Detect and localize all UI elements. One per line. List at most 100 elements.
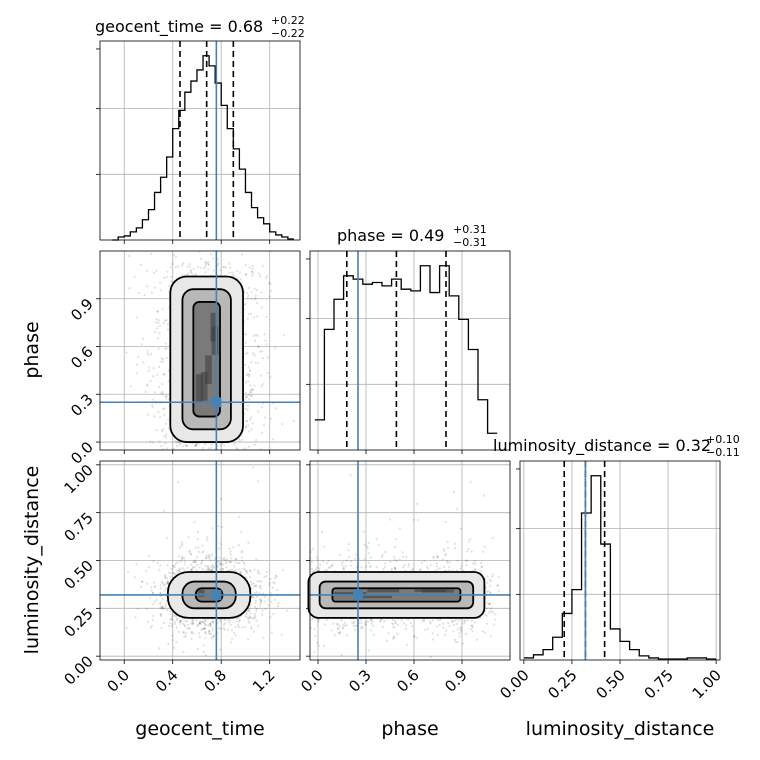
scatter-point — [246, 292, 249, 295]
scatter-point — [467, 540, 470, 543]
scatter-point — [178, 546, 181, 549]
scatter-point — [268, 581, 271, 585]
scatter-point — [224, 562, 227, 565]
scatter-point — [264, 607, 267, 610]
scatter-point — [168, 284, 171, 287]
scatter-point — [212, 269, 215, 272]
scatter-point — [274, 577, 277, 580]
scatter-point — [394, 545, 397, 549]
scatter-point — [426, 627, 429, 631]
scatter-point — [203, 627, 206, 630]
xtick-label-luminosity_distance: 0.75 — [641, 666, 677, 702]
scatter-point — [261, 383, 264, 386]
scatter-point — [211, 257, 215, 260]
scatter-point — [193, 566, 196, 569]
scatter-point — [249, 384, 252, 387]
scatter-point — [199, 266, 202, 269]
scatter-point — [391, 622, 394, 625]
scatter-point — [341, 563, 344, 566]
scatter-point — [339, 553, 342, 557]
scatter-point — [248, 398, 251, 401]
scatter-point — [165, 395, 168, 398]
scatter-point — [251, 395, 254, 398]
scatter-point — [163, 276, 166, 279]
scatter-point — [277, 601, 280, 605]
scatter-point — [253, 384, 256, 387]
scatter-point — [233, 442, 236, 445]
scatter-point — [196, 265, 199, 268]
scatter-point — [425, 565, 429, 568]
scatter-point — [232, 546, 235, 549]
scatter-point — [243, 568, 246, 571]
title-luminosity-distance-minus: −0.11 — [706, 446, 740, 459]
scatter-point — [185, 444, 189, 448]
scatter-point — [411, 625, 414, 628]
scatter-point — [246, 297, 249, 300]
scatter-point — [164, 395, 167, 398]
scatter-point — [138, 291, 141, 294]
scatter-point — [350, 560, 353, 563]
scatter-point — [412, 635, 416, 638]
scatter-point — [241, 549, 244, 552]
scatter-point — [485, 607, 488, 610]
scatter-point — [160, 613, 163, 616]
scatter-point — [394, 567, 397, 570]
scatter-point — [225, 560, 228, 563]
scatter-point — [230, 568, 234, 572]
scatter-point — [481, 550, 484, 553]
title-geocent-time-plus: +0.22 — [271, 14, 305, 27]
scatter-point — [401, 551, 404, 554]
scatter-point — [253, 605, 257, 608]
scatter-point — [272, 612, 275, 616]
scatter-point — [272, 581, 275, 584]
title-luminosity-distance: luminosity_distance = 0.32 — [493, 436, 711, 456]
scatter-point — [343, 621, 347, 624]
scatter-point — [483, 613, 486, 616]
scatter-point — [175, 445, 179, 448]
scatter-point — [190, 563, 193, 566]
scatter-point — [263, 596, 266, 599]
scatter-point — [402, 555, 405, 558]
scatter-point — [197, 550, 200, 554]
scatter-point — [393, 566, 396, 569]
scatter-point — [159, 606, 162, 610]
scatter-point — [173, 646, 176, 649]
scatter-point — [223, 265, 226, 269]
scatter-point — [248, 609, 251, 612]
scatter-point — [206, 538, 209, 542]
scatter-point — [245, 333, 248, 336]
scatter-point — [245, 572, 248, 575]
scatter-point — [178, 569, 181, 573]
scatter-point — [165, 397, 168, 400]
scatter-point — [212, 635, 215, 638]
scatter-point — [251, 617, 254, 620]
scatter-point — [208, 629, 211, 632]
scatter-point — [269, 616, 272, 619]
scatter-point — [192, 565, 195, 569]
scatter-point — [166, 581, 170, 585]
scatter-point — [205, 554, 208, 557]
scatter-point — [135, 563, 138, 566]
scatter-point — [412, 518, 415, 522]
scatter-point — [266, 356, 269, 359]
scatter-point — [254, 339, 257, 342]
scatter-point — [340, 654, 343, 657]
scatter-point — [198, 621, 201, 624]
scatter-point — [460, 565, 463, 568]
scatter-point — [173, 622, 177, 625]
scatter-point — [245, 613, 248, 616]
scatter-point — [362, 530, 365, 533]
scatter-point — [251, 389, 255, 392]
scatter-point — [369, 566, 372, 569]
scatter-point — [247, 424, 250, 427]
scatter-point — [159, 584, 162, 587]
scatter-point — [157, 319, 160, 322]
xtick-label-luminosity_distance: 1.00 — [689, 666, 725, 702]
scatter-point — [229, 623, 232, 626]
scatter-point — [171, 639, 175, 642]
scatter-point — [249, 612, 252, 615]
scatter-point — [264, 339, 267, 342]
scatter-point — [258, 592, 261, 595]
title-geocent-time: geocent_time = 0.68 — [95, 17, 263, 37]
scatter-point — [264, 277, 267, 280]
